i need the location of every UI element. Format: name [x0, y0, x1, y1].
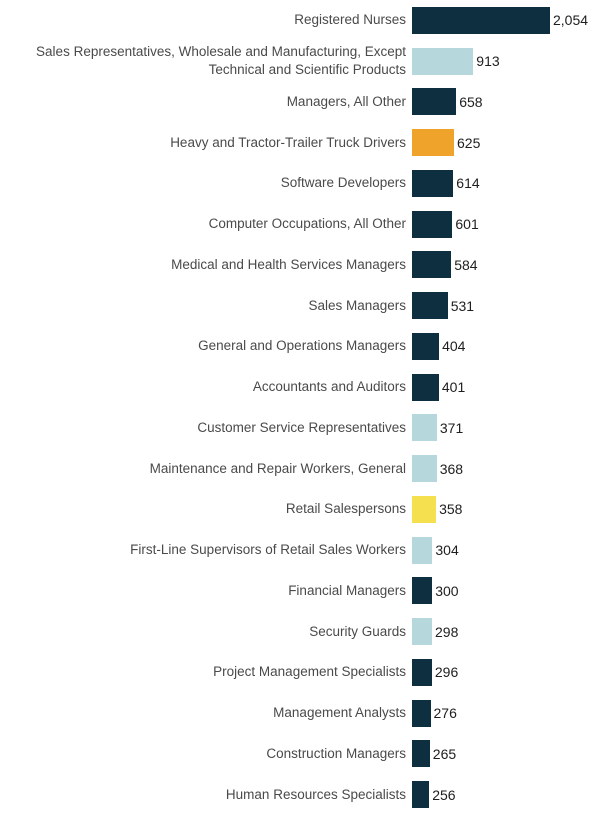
category-label: Medical and Health Services Managers: [171, 256, 406, 272]
value-label: 371: [439, 419, 464, 436]
chart-row: Software Developers 614: [0, 163, 604, 204]
category-label: Customer Service Representatives: [197, 419, 406, 435]
bar[interactable]: [412, 88, 457, 116]
category-label: Project Management Specialists: [213, 664, 406, 680]
chart-row: Heavy and Tractor-Trailer Truck Drivers 6…: [0, 122, 604, 163]
chart-row: First-Line Supervisors of Retail Sales W…: [0, 530, 604, 571]
bar[interactable]: [412, 536, 433, 564]
value-label: 614: [456, 175, 480, 192]
bar[interactable]: [412, 6, 550, 34]
bar[interactable]: [412, 292, 448, 320]
bar[interactable]: [412, 495, 437, 523]
chart-row: Managers, All Other 658: [0, 82, 604, 123]
bar[interactable]: [412, 699, 431, 727]
category-label: Financial Managers: [288, 582, 406, 598]
category-label: Managers, All Other: [286, 93, 406, 109]
value-label: 2,054: [553, 12, 589, 29]
bar[interactable]: [412, 251, 452, 279]
category-label: General and Operations Managers: [198, 338, 406, 354]
value-label: 368: [439, 460, 464, 477]
value-label: 276: [433, 705, 457, 722]
bar[interactable]: [412, 129, 454, 157]
category-label: Construction Managers: [266, 745, 406, 761]
value-label: 601: [455, 216, 479, 233]
value-label: 584: [454, 256, 478, 273]
chart-row: Registered Nurses 2,054: [0, 0, 604, 41]
category-label: Sales Managers: [308, 297, 406, 313]
value-label: 300: [435, 582, 459, 599]
chart-row: Sales Representatives, Wholesale and Man…: [0, 41, 604, 82]
bar[interactable]: [412, 332, 440, 360]
value-label: 625: [457, 134, 481, 151]
category-label: Security Guards: [309, 623, 406, 639]
bar[interactable]: [412, 658, 432, 686]
chart-row: Project Management Specialists 296: [0, 652, 604, 693]
category-label: Management Analysts: [273, 705, 406, 721]
value-label: 265: [432, 745, 457, 762]
value-label: 256: [432, 786, 456, 803]
chart-row: Accountants and Auditors 401: [0, 367, 604, 408]
value-label: 531: [450, 297, 475, 314]
value-label: 296: [434, 664, 459, 681]
chart-row: Sales Managers 531: [0, 285, 604, 326]
chart-row: Retail Salespersons 358: [0, 489, 604, 530]
bar[interactable]: [412, 618, 432, 646]
category-label: First-Line Supervisors of Retail Sales W…: [130, 542, 406, 558]
category-label: Sales Representatives, Wholesale and Man…: [36, 43, 406, 78]
category-label: Heavy and Tractor-Trailer Truck Drivers: [170, 134, 406, 150]
category-label: Human Resources Specialists: [225, 786, 406, 802]
chart-row: Management Analysts 276: [0, 693, 604, 734]
bar[interactable]: [412, 740, 430, 768]
category-label: Retail Salespersons: [285, 501, 406, 517]
bar[interactable]: [412, 414, 437, 442]
category-label: Computer Occupations, All Other: [208, 216, 406, 232]
bar[interactable]: [412, 210, 453, 238]
chart-row: General and Operations Managers 404: [0, 326, 604, 367]
category-label: Software Developers: [280, 175, 406, 191]
bar[interactable]: [412, 169, 454, 197]
chart-row: Human Resources Specialists 256: [0, 774, 604, 815]
value-label: 658: [459, 93, 483, 110]
category-label: Accountants and Auditors: [252, 379, 406, 395]
value-label: 913: [476, 53, 500, 70]
chart-row: Construction Managers 265: [0, 734, 604, 775]
chart-row: Customer Service Representatives 371: [0, 408, 604, 449]
value-label: 358: [439, 501, 463, 518]
value-label: 298: [435, 623, 459, 640]
bar[interactable]: [412, 781, 430, 809]
value-label: 401: [441, 379, 466, 396]
chart-row: Computer Occupations, All Other 601: [0, 204, 604, 245]
bar[interactable]: [412, 577, 433, 605]
category-label: Registered Nurses: [294, 12, 406, 28]
bar[interactable]: [412, 455, 437, 483]
chart-row: Security Guards 298: [0, 611, 604, 652]
chart-row: Medical and Health Services Managers 584: [0, 245, 604, 286]
value-label: 404: [442, 338, 466, 355]
bar[interactable]: [412, 373, 439, 401]
chart-row: Financial Managers 300: [0, 571, 604, 612]
value-label: 304: [435, 542, 459, 559]
bar[interactable]: [412, 47, 474, 75]
chart-row: Maintenance and Repair Workers, General 3…: [0, 448, 604, 489]
category-label: Maintenance and Repair Workers, General: [149, 460, 406, 476]
